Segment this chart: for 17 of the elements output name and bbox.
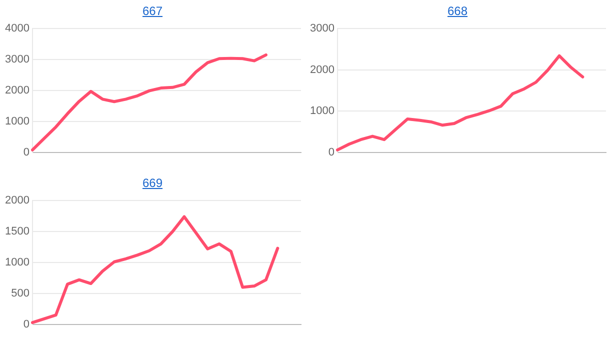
chart-title: 668 [446, 3, 469, 19]
y-tick-label: 0 [23, 146, 30, 158]
y-tick-label: 0 [23, 318, 30, 330]
y-tick-label: 3000 [4, 54, 30, 66]
y-tick-label: 2000 [4, 194, 30, 207]
y-tick-label: 1500 [4, 226, 30, 238]
y-tick-label: 1000 [4, 115, 30, 128]
chart-title: 669 [141, 175, 164, 191]
y-tick-label: 4000 [4, 22, 30, 35]
chart-title: 667 [141, 3, 164, 19]
y-tick-label: 3000 [310, 22, 334, 35]
y-tick-label: 2000 [310, 64, 334, 76]
y-tick-label: 1000 [310, 105, 334, 118]
y-tick-label: 1000 [4, 256, 30, 269]
y-tick-label: 500 [11, 287, 30, 300]
y-tick-label: 2000 [4, 84, 30, 97]
y-tick-label: 0 [328, 146, 334, 158]
